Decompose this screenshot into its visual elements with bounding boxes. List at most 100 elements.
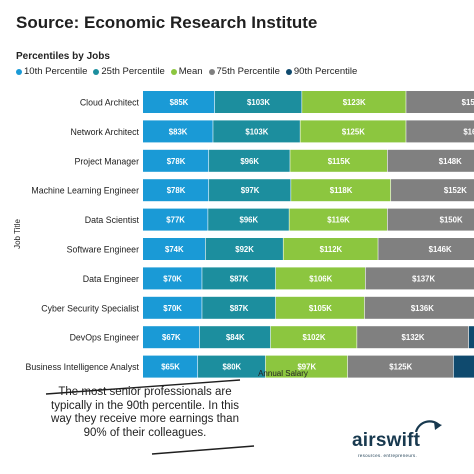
data-label: $106K bbox=[309, 274, 332, 283]
legend-swatch bbox=[208, 68, 215, 75]
bar-segment bbox=[270, 326, 357, 349]
annotation-note: The most senior professionals are typica… bbox=[45, 379, 255, 455]
data-label: $152K bbox=[444, 186, 467, 195]
bar-segment bbox=[143, 149, 209, 172]
legend-swatch bbox=[93, 68, 100, 75]
bar-segment bbox=[213, 120, 300, 143]
bar-segment bbox=[265, 355, 348, 378]
brand-logo: airswift resources. entrepreneurs. bbox=[352, 416, 462, 464]
data-label: $148K bbox=[439, 157, 462, 166]
category-label: Network Architect bbox=[71, 127, 140, 137]
bar-segment bbox=[391, 179, 474, 202]
data-label: $96K bbox=[240, 157, 259, 166]
bar-segment bbox=[208, 208, 289, 231]
data-label: $84K bbox=[226, 333, 245, 342]
data-label: $112K bbox=[320, 245, 343, 254]
bar-segment bbox=[143, 238, 206, 260]
bar-segment bbox=[209, 149, 290, 172]
legend-item: 75th Percentile bbox=[208, 66, 280, 77]
legend-item: Mean bbox=[170, 66, 203, 77]
data-label: $125K bbox=[389, 363, 412, 372]
data-label: $78K bbox=[167, 157, 186, 166]
data-label: $97K bbox=[297, 363, 316, 372]
bar-segment bbox=[378, 238, 474, 260]
bar-segment bbox=[214, 91, 302, 113]
data-label: $97K bbox=[241, 186, 260, 195]
category-label: DevOps Engineer bbox=[70, 333, 140, 343]
bar-segment bbox=[291, 179, 391, 202]
bar-segment bbox=[202, 267, 276, 290]
data-label: $132K bbox=[402, 333, 425, 342]
data-label: $67K bbox=[162, 333, 181, 342]
bar-segment bbox=[143, 296, 202, 319]
legend-label: 25th Percentile bbox=[101, 66, 165, 77]
category-label: Cyber Security Specialist bbox=[41, 303, 139, 313]
bar-segment bbox=[365, 267, 474, 290]
bar-segment bbox=[283, 238, 378, 260]
bar-segment bbox=[453, 355, 474, 378]
bar-segment bbox=[143, 355, 198, 378]
bar-segment bbox=[289, 208, 388, 231]
bar-segment bbox=[290, 149, 388, 172]
bar-segment bbox=[143, 91, 215, 113]
chart-subtitle: Percentiles by Jobs bbox=[16, 51, 110, 62]
data-label: $103K bbox=[245, 127, 268, 136]
data-label: $70K bbox=[163, 304, 182, 313]
y-axis-label: Job Title bbox=[13, 219, 22, 249]
data-label: $150K bbox=[440, 216, 463, 225]
data-label: $136K bbox=[411, 304, 434, 313]
data-label: $83K bbox=[169, 127, 188, 136]
category-label: Data Engineer bbox=[83, 274, 139, 284]
brand-tagline: resources. entrepreneurs. bbox=[358, 453, 418, 458]
data-label: $74K bbox=[165, 245, 184, 254]
data-label: $162K bbox=[463, 127, 474, 136]
data-label: $65K bbox=[161, 363, 180, 372]
bar-segment bbox=[205, 238, 283, 260]
data-label: $77K bbox=[166, 216, 185, 225]
bar-segment bbox=[199, 326, 271, 349]
bar-segment bbox=[387, 149, 474, 172]
data-label: $118K bbox=[330, 186, 353, 195]
data-label: $123K bbox=[343, 98, 366, 107]
legend-label: 75th Percentile bbox=[216, 66, 280, 77]
data-label: $96K bbox=[239, 216, 258, 225]
bar-segment bbox=[275, 267, 366, 290]
bar-segment bbox=[364, 296, 474, 319]
bar-segment bbox=[202, 296, 276, 319]
chart-title: Source: Economic Research Institute bbox=[16, 13, 318, 32]
category-label: Data Scientist bbox=[85, 215, 140, 225]
bar-segment bbox=[300, 120, 406, 143]
data-label: $87K bbox=[230, 274, 249, 283]
annotation-text: The most senior professionals are typica… bbox=[51, 386, 239, 439]
bar-segment bbox=[387, 208, 474, 231]
category-label: Cloud Architect bbox=[80, 98, 140, 108]
data-label: $125K bbox=[342, 127, 365, 136]
data-label: $70K bbox=[163, 274, 182, 283]
legend-label: Mean bbox=[178, 66, 203, 77]
data-label: $103K bbox=[247, 98, 270, 107]
bar-segment bbox=[275, 296, 365, 319]
bar-segment bbox=[406, 91, 474, 113]
data-label: $78K bbox=[167, 186, 186, 195]
bar-segment bbox=[302, 91, 406, 113]
bar-segment bbox=[347, 355, 454, 378]
note-bottom-stroke bbox=[151, 445, 255, 455]
legend: 10th Percentile 25th Percentile Mean 75th P… bbox=[16, 66, 357, 77]
bar-segment bbox=[143, 326, 200, 349]
legend-item: 90th Percentile bbox=[285, 66, 357, 77]
x-axis-label: Annual Salary bbox=[258, 369, 308, 378]
legend-label: 10th Percentile bbox=[24, 66, 88, 77]
legend-swatch bbox=[170, 68, 177, 75]
bar-segment bbox=[143, 208, 208, 231]
data-label: $92K bbox=[235, 245, 254, 254]
legend-swatch bbox=[16, 68, 22, 75]
note-top-stroke bbox=[45, 379, 241, 395]
data-label: $105K bbox=[309, 304, 332, 313]
bar-segment bbox=[143, 267, 202, 290]
bar-segment bbox=[209, 179, 291, 202]
bar-segment bbox=[143, 120, 213, 143]
legend-item: 25th Percentile bbox=[93, 66, 165, 77]
data-label: $85K bbox=[170, 98, 189, 107]
data-label: $102K bbox=[303, 333, 326, 342]
category-label: Machine Learning Engineer bbox=[31, 186, 139, 196]
